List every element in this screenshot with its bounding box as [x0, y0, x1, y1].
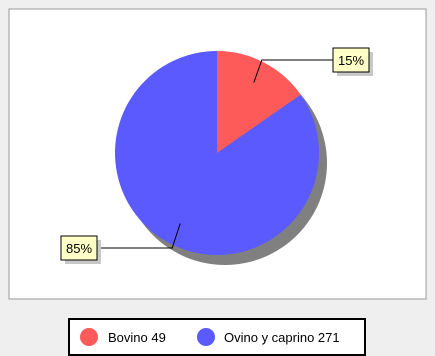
- legend: Bovino 49 Ovino y caprino 271: [68, 318, 366, 356]
- pie-slices: [114, 51, 319, 256]
- slice-label-box: [60, 235, 98, 261]
- slice-label-bovino: 15%: [332, 47, 373, 76]
- slice-label-text: 15%: [338, 53, 364, 68]
- slice-label-box: [332, 47, 370, 73]
- slice-label-text: 85%: [66, 241, 92, 256]
- label-leader-line: [97, 223, 181, 249]
- label-leaders: [97, 59, 333, 249]
- pie-slice-ovino-y-caprino: [114, 51, 319, 256]
- legend-marker-bovino: [80, 328, 98, 346]
- slice-labels: 15% 85%: [60, 47, 373, 264]
- legend-label-bovino: Bovino 49: [108, 330, 166, 345]
- pie-slice-bovino: [217, 51, 301, 153]
- label-leader-line: [253, 59, 333, 83]
- legend-box: [68, 318, 366, 356]
- legend-label-ovino-caprino: Ovino y caprino 271: [224, 330, 340, 345]
- slice-label-ovino-y-caprino: 85%: [60, 235, 101, 264]
- legend-marker-ovino-caprino: [197, 328, 215, 346]
